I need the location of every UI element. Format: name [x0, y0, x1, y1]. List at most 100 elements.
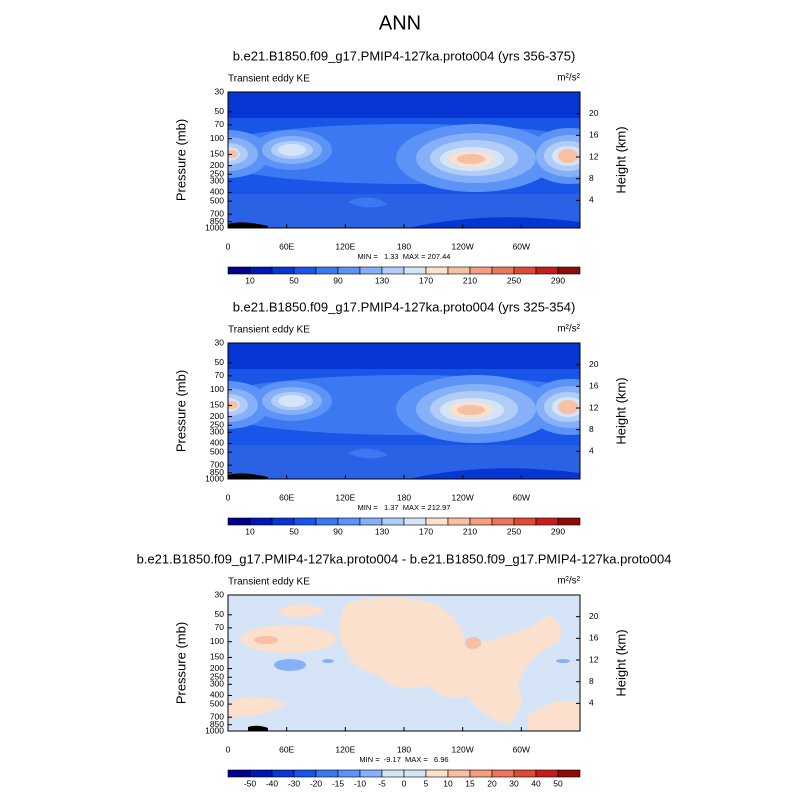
colorbar-label: 170: [419, 275, 433, 285]
y2-tick-label: 20: [589, 359, 599, 369]
y2-tick-label: 16: [589, 381, 599, 391]
y-tick-label: 300: [210, 679, 224, 689]
colorbar-box: [227, 769, 251, 778]
y-tick-label: 700: [210, 459, 224, 469]
x-tick-label: 120W: [452, 492, 474, 502]
panel-title: b.e21.B1850.f09_g17.PMIP4-127ka.proto004…: [233, 48, 576, 63]
y-axis-label: Pressure (mb): [173, 370, 188, 452]
y2-tick-label: 20: [589, 108, 599, 118]
y-tick-label: 200: [210, 411, 224, 421]
contour-field: [228, 595, 580, 731]
colorbar-label: 90: [333, 526, 343, 536]
colorbar-box: [227, 266, 251, 275]
colorbar-box: [293, 769, 317, 778]
x-tick-label: 60W: [513, 744, 530, 754]
colorbar-box: [227, 517, 251, 526]
y-tick-label: 30: [215, 589, 225, 599]
x-tick-label: 120W: [452, 241, 474, 251]
colorbar-label: 250: [507, 526, 521, 536]
colorbar-label: 50: [289, 275, 299, 285]
colorbar-box: [469, 517, 493, 526]
colorbar-box: [425, 517, 449, 526]
colorbar-box: [337, 517, 361, 526]
colorbar-label: -15: [332, 778, 345, 788]
colorbar-label: 10: [245, 275, 255, 285]
x-tick-label: 0: [226, 744, 231, 754]
x-tick-label: 180: [397, 492, 411, 502]
units: m²/s²: [557, 324, 580, 335]
colorbar-box: [447, 769, 471, 778]
colorbar-label: 50: [553, 778, 563, 788]
y-tick-label: 100: [210, 636, 224, 646]
y-tick-label: 100: [210, 384, 224, 394]
y-tick-label: 400: [210, 187, 224, 197]
x-tick-label: 60E: [279, 744, 294, 754]
colorbar-box: [315, 517, 339, 526]
y-tick-label: 150: [210, 652, 224, 662]
x-tick-label: 60W: [513, 241, 530, 251]
y2-tick-label: 8: [589, 676, 594, 686]
colorbar-label: -5: [378, 778, 386, 788]
contour-field: [186, 343, 618, 479]
x-tick-label: 180: [397, 744, 411, 754]
figure-title: ANN: [379, 12, 421, 34]
colorbar-label: -20: [310, 778, 323, 788]
colorbar-box: [249, 517, 273, 526]
y-tick-label: 700: [210, 711, 224, 721]
y-tick-label: 200: [210, 663, 224, 673]
colorbar-box: [557, 266, 581, 275]
x-tick-label: 60E: [279, 241, 294, 251]
min-max: MIN = -9.17 MAX = 6.96: [359, 755, 448, 764]
y-tick-label: 70: [215, 622, 225, 632]
colorbar-box: [513, 769, 537, 778]
colorbar-label: -40: [266, 778, 279, 788]
colorbar-label: 170: [419, 526, 433, 536]
x-tick-label: 120E: [335, 744, 355, 754]
x-tick-label: 180: [397, 241, 411, 251]
y-tick-label: 500: [210, 195, 224, 205]
colorbar-label: 15: [465, 778, 475, 788]
colorbar-label: 5: [424, 778, 429, 788]
colorbar-label: -10: [354, 778, 367, 788]
y-tick-label: 200: [210, 160, 224, 170]
y2-tick-label: 4: [589, 446, 594, 456]
y2-axis-label: Height (km): [613, 629, 628, 696]
units: m²/s²: [557, 73, 580, 84]
y-tick-label: 300: [210, 176, 224, 186]
colorbar-label: -30: [288, 778, 301, 788]
colorbar-box: [403, 266, 427, 275]
y-tick-label: 150: [210, 149, 224, 159]
min-max: MIN = 1.37 MAX = 212.97: [358, 503, 451, 512]
y-tick-label: 70: [215, 119, 225, 129]
y-tick-label: 250: [210, 419, 224, 429]
colorbar-label: 130: [375, 275, 389, 285]
colorbar-box: [381, 769, 405, 778]
colorbar-box: [359, 769, 383, 778]
colorbar-label: 210: [463, 526, 477, 536]
y-tick-label: 500: [210, 698, 224, 708]
y2-tick-label: 4: [589, 195, 594, 205]
y-tick-label: 50: [215, 106, 225, 116]
y-tick-label: 400: [210, 690, 224, 700]
y-tick-label: 50: [215, 609, 225, 619]
y2-axis-label: Height (km): [613, 126, 628, 193]
colorbar-box: [249, 266, 273, 275]
colorbar-label: 290: [551, 275, 565, 285]
y-axis-label: Pressure (mb): [173, 119, 188, 201]
y2-tick-label: 4: [589, 698, 594, 708]
colorbar-label: 130: [375, 526, 389, 536]
colorbar-box: [513, 517, 537, 526]
colorbar-box: [271, 769, 295, 778]
y-tick-label: 30: [215, 86, 225, 96]
colorbar-box: [381, 517, 405, 526]
panel-subtitle: Transient eddy KE: [228, 325, 310, 336]
colorbar-label: 20: [487, 778, 497, 788]
y-tick-label: 1000: [205, 725, 224, 735]
y-tick-label: 250: [210, 168, 224, 178]
y-tick-label: 300: [210, 427, 224, 437]
panel-title: b.e21.B1850.f09_g17.PMIP4-127ka.proto004…: [233, 299, 576, 314]
y-tick-label: 50: [215, 357, 225, 367]
y-tick-label: 70: [215, 370, 225, 380]
colorbar-box: [359, 517, 383, 526]
panel-subtitle: Transient eddy KE: [228, 74, 310, 85]
